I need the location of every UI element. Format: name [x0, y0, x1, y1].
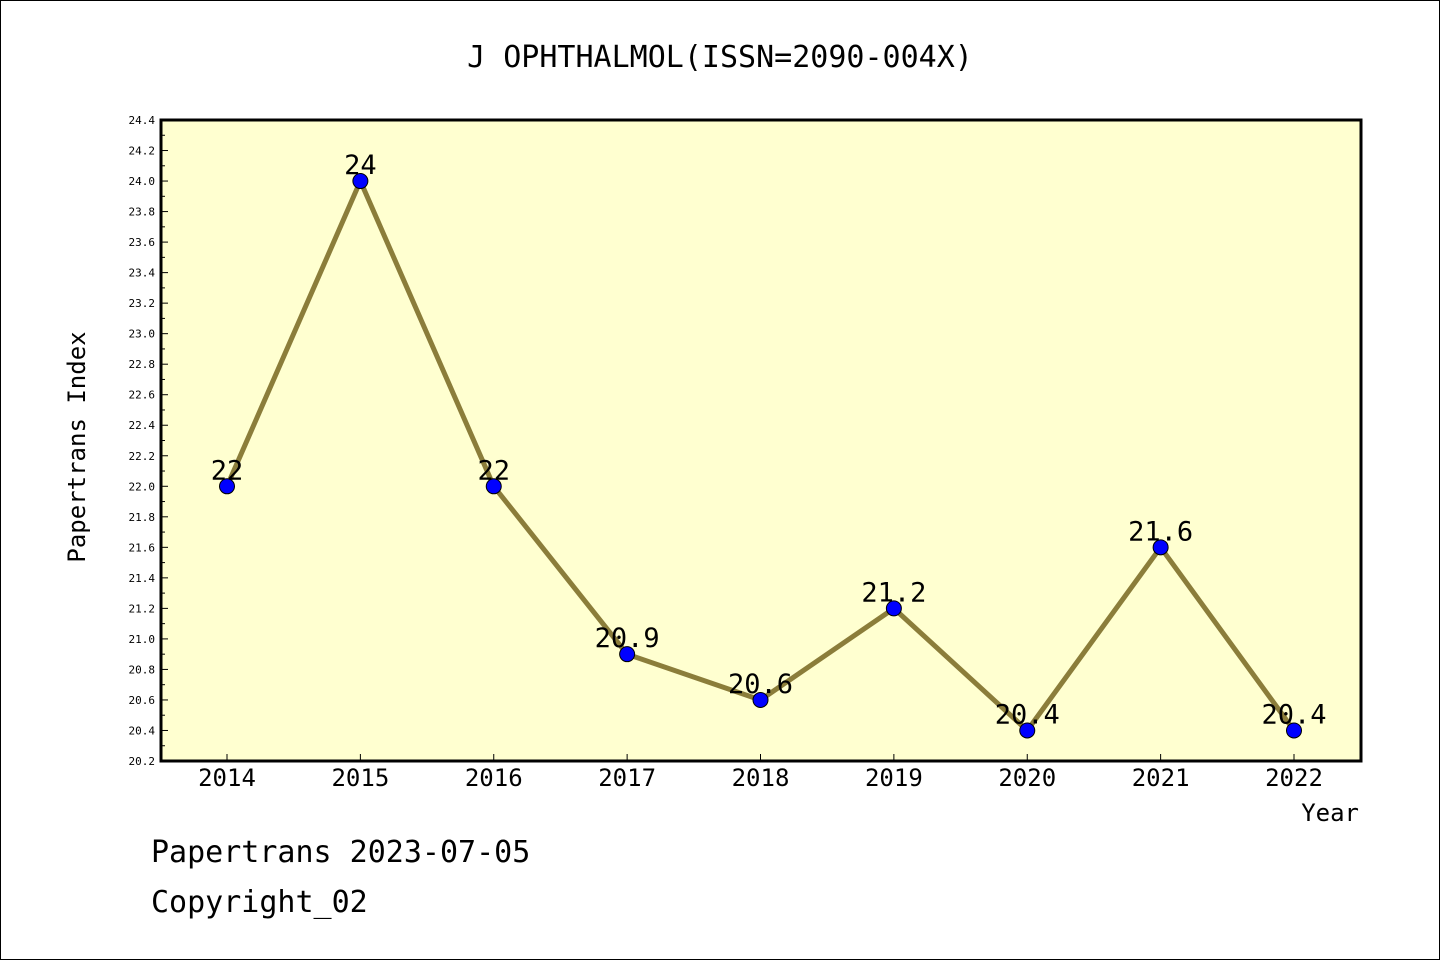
data-point	[619, 646, 636, 663]
x-tick-label: 2014	[198, 764, 256, 792]
y-tick-label: 20.6	[129, 694, 156, 707]
y-tick-label: 23.4	[129, 267, 156, 280]
data-point	[219, 478, 235, 495]
plot-frame	[159, 118, 1363, 763]
data-point	[1019, 722, 1036, 739]
y-tick-label: 22.4	[129, 419, 156, 432]
y-tick-label: 23.2	[129, 297, 156, 310]
y-tick-label: 20.8	[129, 663, 156, 676]
y-axis: 20.2 20.4 20.6 20.8 21.0 21.2 21.4 21.6 21.8 22.0…	[129, 114, 168, 768]
x-tick-label: 2020	[998, 764, 1056, 792]
data-label: 21.6	[1128, 516, 1193, 547]
data-label: 20.9	[595, 623, 660, 654]
y-tick-label: 20.2	[129, 755, 156, 768]
y-tick-label: 21.4	[129, 572, 156, 585]
y-tick-label: 23.0	[129, 328, 156, 341]
x-tick-label: 2015	[331, 764, 389, 792]
y-tick-label: 22.0	[129, 480, 156, 493]
data-point	[485, 478, 502, 495]
x-tick-label: 2018	[732, 764, 790, 792]
data-label: 22	[211, 455, 244, 486]
y-tick-label: 23.6	[129, 236, 156, 249]
x-tick-label: 2016	[465, 764, 523, 792]
y-tick-label: 20.4	[129, 724, 156, 737]
data-label: 20.4	[1261, 699, 1326, 730]
data-label: 22	[477, 455, 510, 486]
y-tick-label: 21.0	[129, 633, 156, 646]
y-tick-label: 21.8	[129, 511, 156, 524]
data-point	[885, 600, 902, 617]
y-tick-label: 24.0	[129, 175, 156, 188]
data-label: 20.4	[995, 699, 1060, 730]
y-tick-label: 22.8	[129, 358, 156, 371]
data-label: 21.2	[861, 577, 926, 608]
y-tick-label: 21.6	[129, 541, 156, 554]
data-point	[1152, 539, 1169, 556]
x-tick-label: 2019	[865, 764, 923, 792]
data-label: 20.6	[728, 669, 793, 700]
data-point	[752, 691, 769, 708]
data-point	[352, 173, 369, 190]
y-tick-label: 24.2	[129, 145, 156, 158]
x-axis-label: Year	[1301, 799, 1359, 827]
plot-area	[161, 120, 1361, 761]
data-label: 24	[344, 150, 377, 181]
data-point	[1286, 722, 1302, 739]
footer-copyright: Copyright_02	[151, 885, 368, 920]
y-tick-label: 22.6	[129, 389, 156, 402]
y-tick-label: 24.4	[129, 114, 156, 127]
y-tick-label: 22.2	[129, 450, 156, 463]
data-series: 22 24 22 20.9 20.6 21.2 20.4 21.6 20.4	[211, 150, 1327, 739]
y-axis-label: Papertrans Index	[63, 331, 91, 562]
x-tick-label: 2021	[1132, 764, 1190, 792]
x-axis: 2014 2015 2016 2017 2018 2019 2020 2021 2022	[198, 754, 1323, 792]
x-tick-label: 2017	[598, 764, 656, 792]
y-tick-label: 21.2	[129, 602, 156, 615]
footer-date: Papertrans 2023-07-05	[151, 835, 531, 870]
y-tick-label: 23.8	[129, 206, 156, 219]
chart-title: J OPHTHALMOL(ISSN=2090-004X)	[467, 40, 973, 75]
x-tick-label: 2022	[1265, 764, 1323, 792]
